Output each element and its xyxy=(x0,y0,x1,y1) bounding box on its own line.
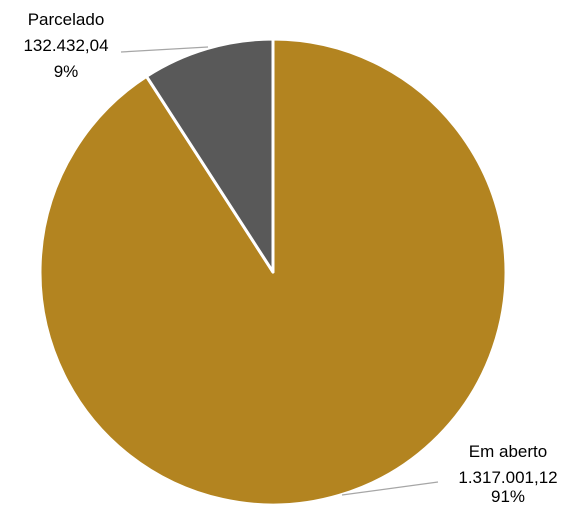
pie-slices xyxy=(38,37,508,507)
leader-line-em-aberto xyxy=(341,481,439,496)
leader-line-parcelado xyxy=(120,46,209,53)
label-em-aberto: Em aberto 1.317.001,12 91% xyxy=(458,442,557,506)
label-em-aberto-category: Em aberto xyxy=(469,442,547,461)
label-parcelado-percent: 9% xyxy=(54,62,79,81)
pie-slice-parcelado xyxy=(144,37,275,274)
label-em-aberto-percent: 91% xyxy=(491,487,525,506)
label-parcelado: Parcelado 132.432,04 9% xyxy=(23,10,108,81)
label-em-aberto-value: 1.317.001,12 xyxy=(458,468,557,487)
leader-lines xyxy=(120,46,439,496)
label-parcelado-value: 132.432,04 xyxy=(23,36,108,55)
label-parcelado-category: Parcelado xyxy=(28,10,105,29)
